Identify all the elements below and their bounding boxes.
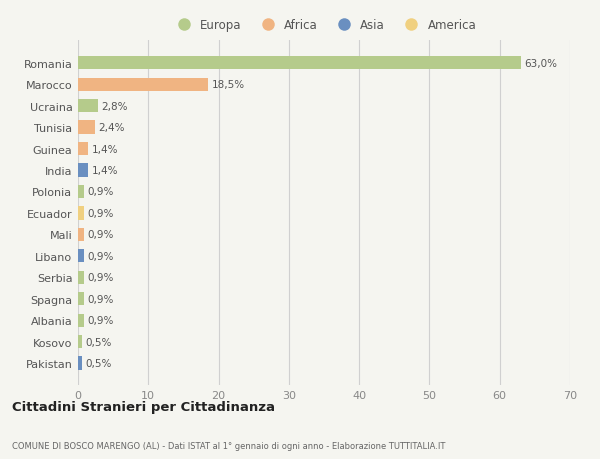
Text: 1,4%: 1,4% [91,166,118,176]
Text: 0,9%: 0,9% [88,187,114,197]
Text: 2,8%: 2,8% [101,101,128,112]
Text: 1,4%: 1,4% [91,144,118,154]
Legend: Europa, Africa, Asia, America: Europa, Africa, Asia, America [172,19,476,32]
Text: 0,9%: 0,9% [88,251,114,261]
Bar [78,250,85,263]
Text: COMUNE DI BOSCO MARENGO (AL) - Dati ISTAT al 1° gennaio di ogni anno - Elaborazi: COMUNE DI BOSCO MARENGO (AL) - Dati ISTA… [12,441,445,450]
Text: Cittadini Stranieri per Cittadinanza: Cittadini Stranieri per Cittadinanza [12,400,275,413]
Bar [78,164,88,177]
Bar [78,143,88,156]
Text: 0,9%: 0,9% [88,208,114,218]
Text: 2,4%: 2,4% [98,123,125,133]
Bar [78,228,85,241]
Text: 0,9%: 0,9% [88,315,114,325]
Text: 0,9%: 0,9% [88,230,114,240]
Bar [78,271,85,284]
Text: 18,5%: 18,5% [212,80,245,90]
Bar [78,207,85,220]
Text: 63,0%: 63,0% [524,59,557,68]
Bar [78,121,95,134]
Text: 0,5%: 0,5% [85,358,112,368]
Bar [78,100,98,113]
Bar [78,357,82,370]
Bar [78,314,85,327]
Bar [78,292,85,306]
Bar [78,78,208,92]
Text: 0,9%: 0,9% [88,273,114,283]
Bar [78,185,85,199]
Text: 0,9%: 0,9% [88,294,114,304]
Bar [78,57,521,70]
Text: 0,5%: 0,5% [85,337,112,347]
Bar [78,335,82,348]
